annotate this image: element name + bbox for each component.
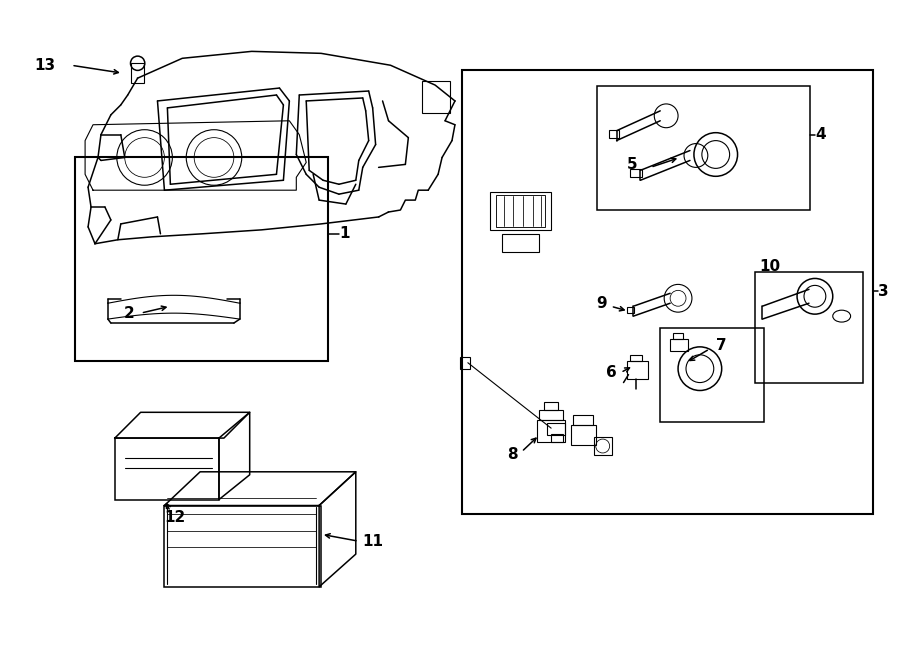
Bar (631, 169, 643, 177)
Bar (673, 333, 683, 339)
Text: 9: 9 (596, 295, 607, 311)
Text: 11: 11 (363, 533, 383, 549)
Bar (490, 192, 551, 230)
Bar (631, 355, 643, 361)
Bar (608, 130, 618, 137)
Bar (115, 438, 219, 500)
Bar (422, 81, 450, 113)
Text: 3: 3 (878, 284, 889, 299)
Bar (594, 437, 612, 455)
Text: 10: 10 (760, 259, 780, 274)
Bar (755, 272, 862, 383)
Bar (165, 506, 321, 587)
Bar (130, 63, 144, 83)
Text: 4: 4 (814, 127, 825, 142)
Text: 8: 8 (507, 447, 517, 463)
Text: 1: 1 (339, 226, 349, 241)
Bar (539, 410, 563, 420)
Bar (626, 307, 634, 313)
Text: 12: 12 (165, 510, 185, 525)
Text: 13: 13 (34, 58, 55, 73)
Text: 2: 2 (124, 305, 135, 321)
Bar (670, 339, 688, 351)
Bar (544, 403, 558, 410)
Text: 6: 6 (606, 365, 616, 380)
Bar (501, 234, 539, 252)
Bar (573, 415, 593, 425)
Text: 7: 7 (716, 338, 726, 354)
Bar (551, 434, 563, 442)
Bar (571, 425, 596, 445)
Bar (76, 157, 328, 361)
Bar (626, 361, 648, 379)
Bar (496, 195, 545, 227)
Bar (460, 357, 470, 369)
Bar (661, 328, 764, 422)
Bar (597, 86, 810, 210)
Bar (462, 70, 873, 514)
Bar (537, 420, 565, 442)
Bar (547, 423, 565, 435)
Text: 5: 5 (626, 157, 637, 172)
